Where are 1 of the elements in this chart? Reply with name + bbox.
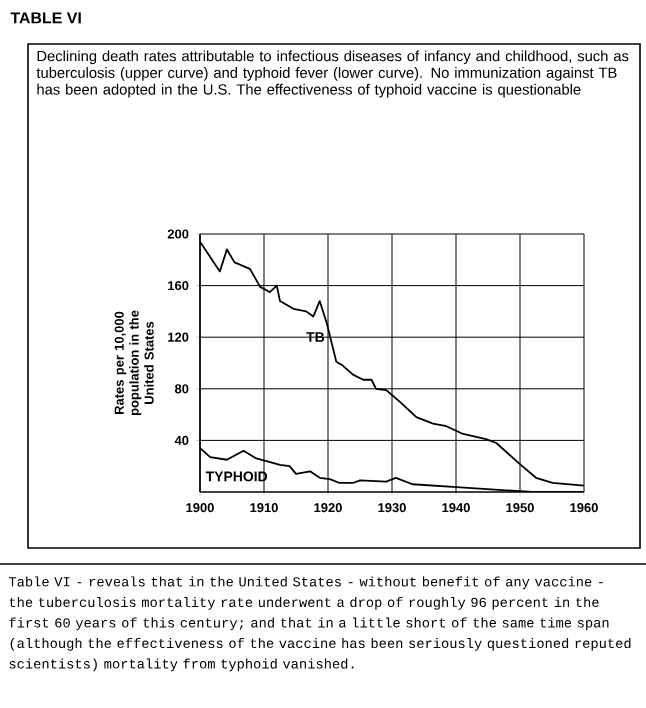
line-series — [200, 240, 585, 487]
